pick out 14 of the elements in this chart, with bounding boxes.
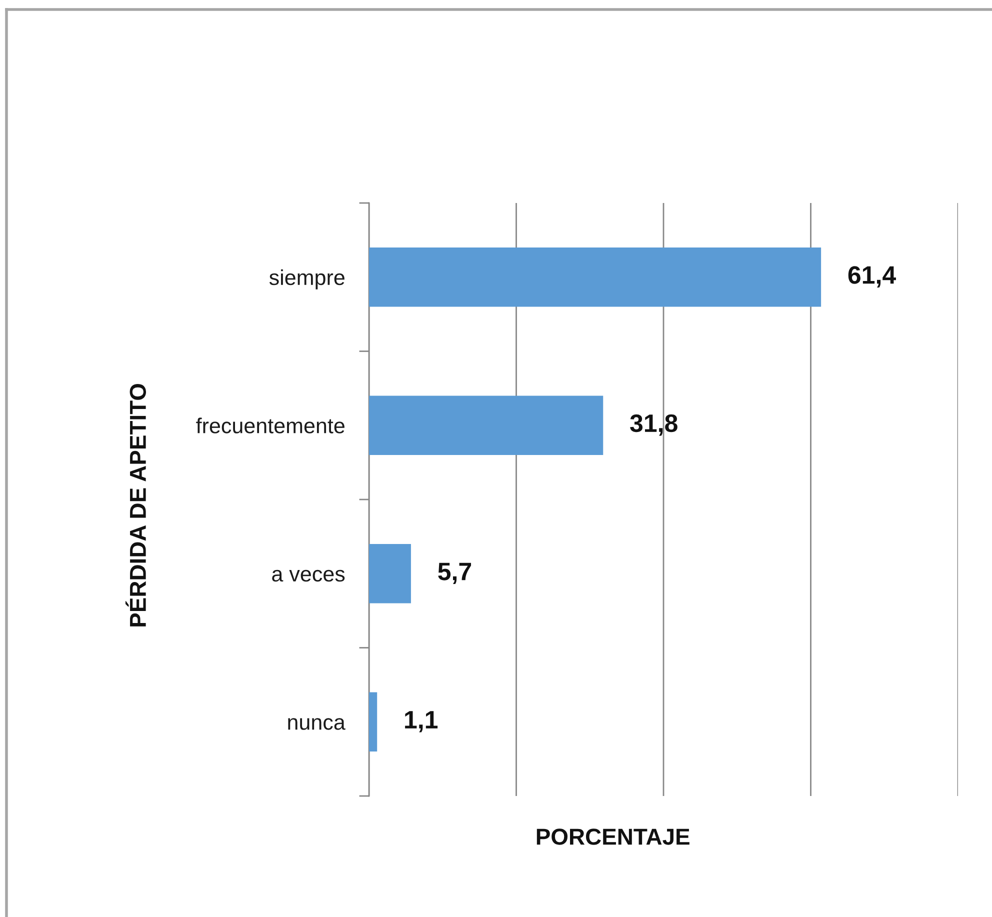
y-tick-label: frecuentemente: [196, 418, 344, 434]
y-tick-label: a veces: [272, 570, 345, 582]
bar: [369, 247, 822, 307]
bar: [369, 396, 604, 456]
data-label: 61,4: [848, 266, 896, 288]
data-label: 31,8: [630, 414, 678, 436]
x-axis-title: PORCENTAJE: [536, 828, 690, 845]
data-label: 1,1: [405, 711, 438, 732]
data-label: 5,7: [438, 562, 472, 584]
bar: [369, 692, 378, 752]
y-tick-label: nunca: [288, 718, 346, 730]
y-tick-label: siempre: [269, 269, 344, 290]
y-axis-title: PÉRDIDA DE APETITO: [125, 384, 146, 626]
bar: [369, 544, 411, 604]
